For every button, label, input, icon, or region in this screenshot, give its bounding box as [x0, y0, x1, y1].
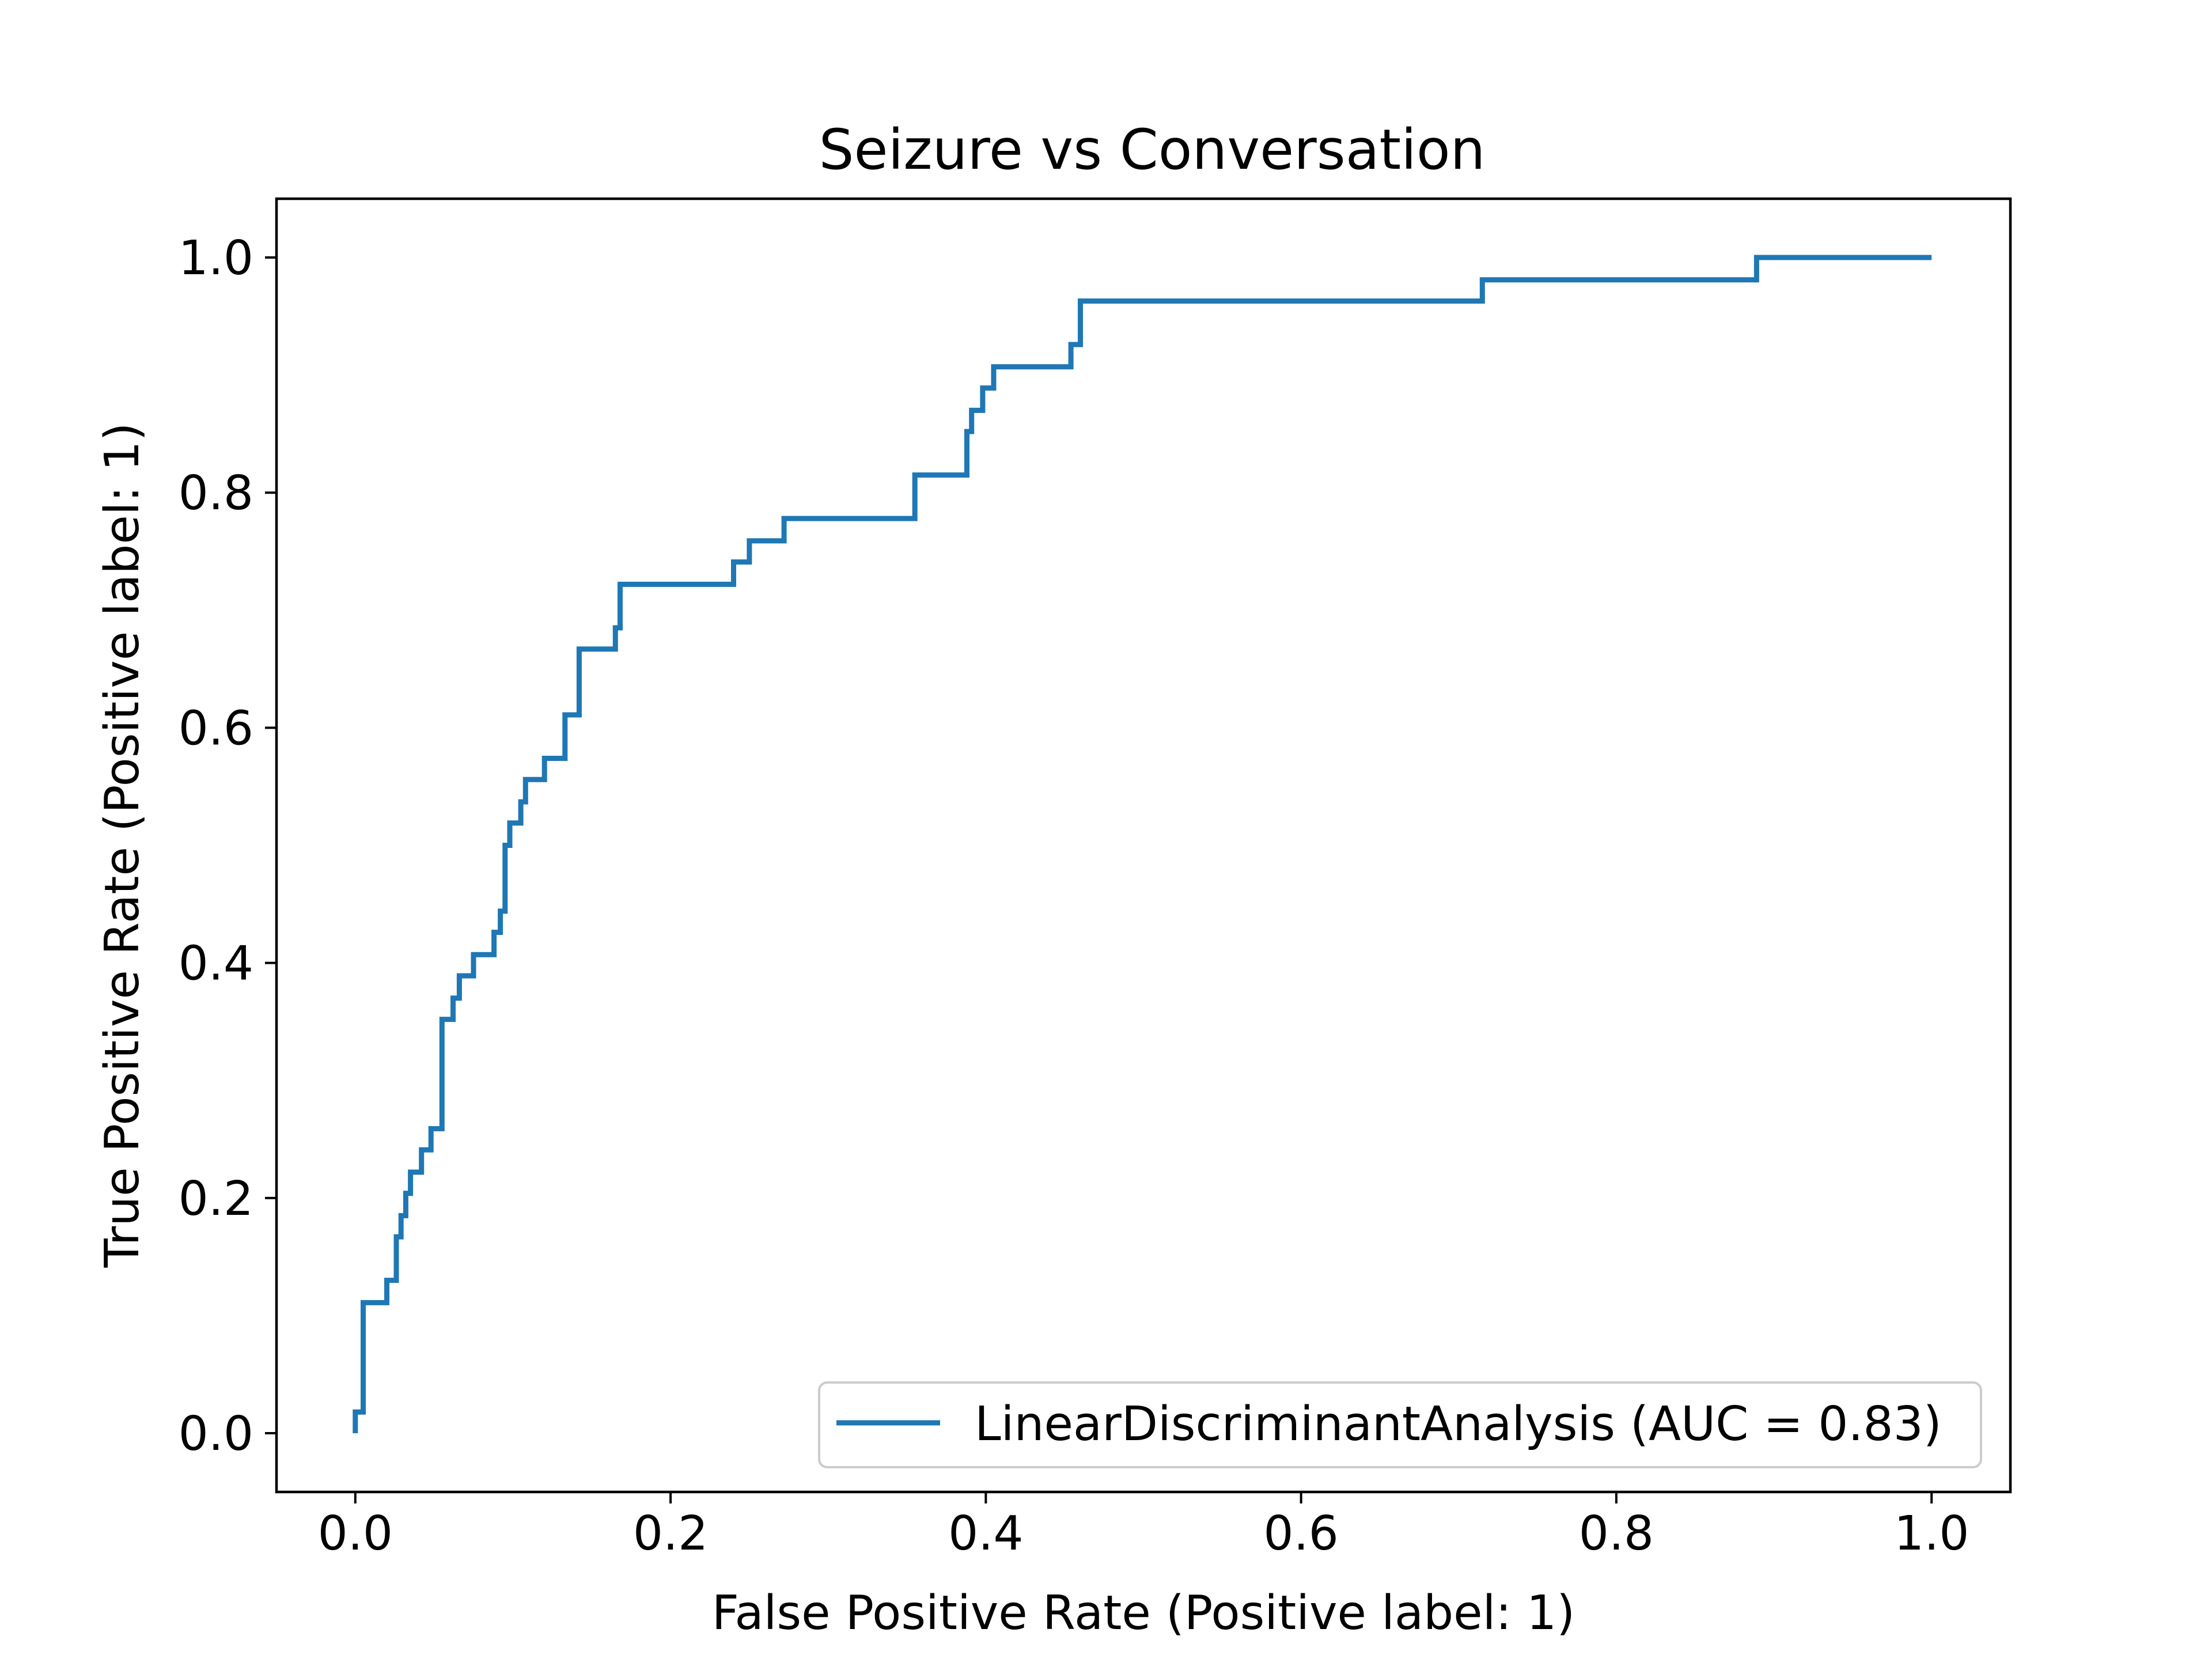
x-axis-label: False Positive Rate (Positive label: 1) [712, 1586, 1575, 1641]
x-tick-label: 0.0 [318, 1506, 393, 1561]
y-tick-label: 0.4 [179, 937, 253, 991]
y-tick-label: 0.2 [179, 1172, 253, 1226]
series-layer [353, 255, 1932, 1433]
plot-area [275, 197, 2012, 1494]
x-axis-ticks: 0.0 0.2 0.4 0.6 0.8 1.0 [318, 1492, 1969, 1561]
axes-frame [275, 197, 2012, 1494]
roc-curve-series-0 [353, 255, 1932, 1433]
x-tick-label: 1.0 [1894, 1506, 1969, 1561]
x-tick-label: 0.4 [948, 1506, 1023, 1561]
y-tick-label: 0.0 [179, 1407, 253, 1461]
x-tick-label: 0.6 [1263, 1506, 1338, 1561]
legend-label-lda: LinearDiscriminantAnalysis (AUC = 0.83) [975, 1397, 1942, 1452]
x-tick-label: 0.8 [1579, 1506, 1654, 1561]
y-axis-label: True Positive Rate (Positive label: 1) [95, 423, 150, 1268]
y-tick-label: 0.8 [179, 466, 253, 521]
y-axis-ticks: 0.0 0.2 0.4 0.6 0.8 1.0 [179, 231, 276, 1461]
y-tick-label: 1.0 [179, 231, 253, 286]
legend: LinearDiscriminantAnalysis (AUC = 0.83) [818, 1381, 1982, 1468]
x-tick-label: 0.2 [633, 1506, 708, 1561]
y-tick-label: 0.6 [179, 701, 253, 756]
legend-box [818, 1381, 1982, 1468]
chart-title: Seizure vs Conversation [819, 118, 1486, 182]
axes-background [276, 199, 2010, 1492]
